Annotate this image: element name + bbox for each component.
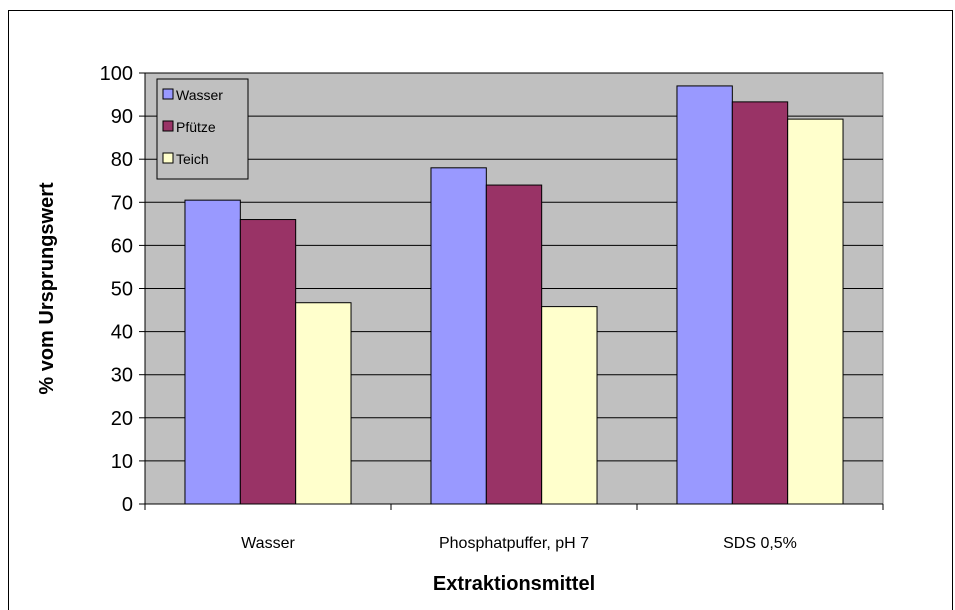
y-tick-label: 60 bbox=[111, 235, 133, 257]
y-tick-label: 20 bbox=[111, 408, 133, 430]
legend-swatch bbox=[162, 120, 174, 132]
x-axis: Wasser Phosphatpuffer, pH 7 SDS 0,5% bbox=[144, 503, 884, 552]
y-tick-label: 90 bbox=[111, 106, 133, 128]
y-tick-label: 30 bbox=[111, 365, 133, 387]
y-tick-label: 70 bbox=[111, 192, 133, 214]
y-axis: 0 10 20 30 40 50 60 70 80 90 100 bbox=[100, 63, 146, 516]
bars bbox=[184, 85, 844, 505]
legend-label: Pfütze bbox=[176, 119, 216, 135]
y-tick-label: 50 bbox=[111, 279, 133, 301]
y-tick-label: 10 bbox=[111, 451, 133, 473]
legend-label: Teich bbox=[176, 151, 209, 167]
legend: Wasser Pfütze Teich bbox=[156, 78, 249, 180]
x-tick-label: SDS 0,5% bbox=[723, 535, 797, 552]
bar bbox=[731, 101, 789, 505]
y-tick-label: 100 bbox=[100, 63, 133, 85]
bar bbox=[239, 219, 297, 505]
bar bbox=[541, 306, 598, 505]
bar bbox=[676, 85, 733, 505]
y-axis-title: % vom Ursprungswert bbox=[36, 182, 58, 395]
legend-swatch bbox=[162, 88, 174, 100]
bar bbox=[295, 302, 352, 505]
bar bbox=[485, 184, 543, 505]
y-tick-label: 40 bbox=[111, 322, 133, 344]
legend-swatch bbox=[162, 152, 174, 164]
bar bbox=[184, 199, 241, 505]
y-tick-label: 80 bbox=[111, 149, 133, 171]
chart-frame bbox=[8, 10, 953, 610]
bar bbox=[430, 167, 487, 505]
x-tick-label: Wasser bbox=[241, 535, 295, 552]
y-tick-label: 0 bbox=[122, 494, 133, 516]
legend-label: Wasser bbox=[176, 87, 223, 103]
bar bbox=[787, 118, 844, 505]
x-tick-label: Phosphatpuffer, pH 7 bbox=[439, 535, 589, 552]
x-axis-title: Extraktionsmittel bbox=[433, 573, 595, 595]
